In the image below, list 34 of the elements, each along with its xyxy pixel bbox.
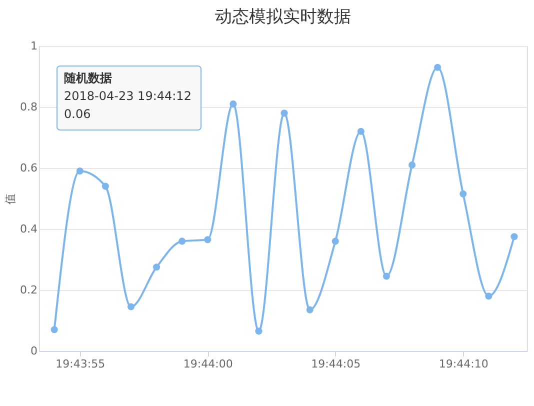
y-tick-label: 0.8 xyxy=(20,100,38,114)
point xyxy=(434,64,442,71)
annotation: 2018-04-23 19:44:12 xyxy=(64,89,192,103)
x-tick-label: 19:44:00 xyxy=(183,358,233,370)
point xyxy=(255,328,262,335)
point xyxy=(76,168,84,175)
point xyxy=(127,303,135,310)
point xyxy=(152,264,160,271)
y-tick-label: 0.2 xyxy=(20,284,38,296)
y-tick-label: 0.6 xyxy=(20,162,38,174)
x-tick-label: 19:44:05 xyxy=(311,358,361,370)
point xyxy=(408,161,416,168)
point xyxy=(306,306,314,314)
x-tick-label: 19:43:55 xyxy=(56,358,106,370)
y-tick-label: 0.4 xyxy=(20,222,38,236)
y-tick-label: 0 xyxy=(30,344,38,358)
point xyxy=(460,190,467,198)
point xyxy=(357,128,364,135)
y-tick-label: 1 xyxy=(30,40,38,52)
point xyxy=(178,238,186,245)
point xyxy=(485,292,492,300)
point xyxy=(50,326,58,334)
annotation: 随机数据 xyxy=(64,71,112,85)
y-axis-title: 值 xyxy=(4,194,18,204)
point xyxy=(204,236,212,244)
annotation: 0.06 xyxy=(64,107,91,121)
point xyxy=(280,110,288,117)
x-tick-label: 19:44:10 xyxy=(438,358,488,370)
point xyxy=(102,182,109,190)
chart-title: 动态模拟实时数据 xyxy=(215,7,351,27)
point xyxy=(230,100,237,108)
point xyxy=(510,233,518,240)
point xyxy=(332,238,339,245)
point xyxy=(382,272,390,280)
